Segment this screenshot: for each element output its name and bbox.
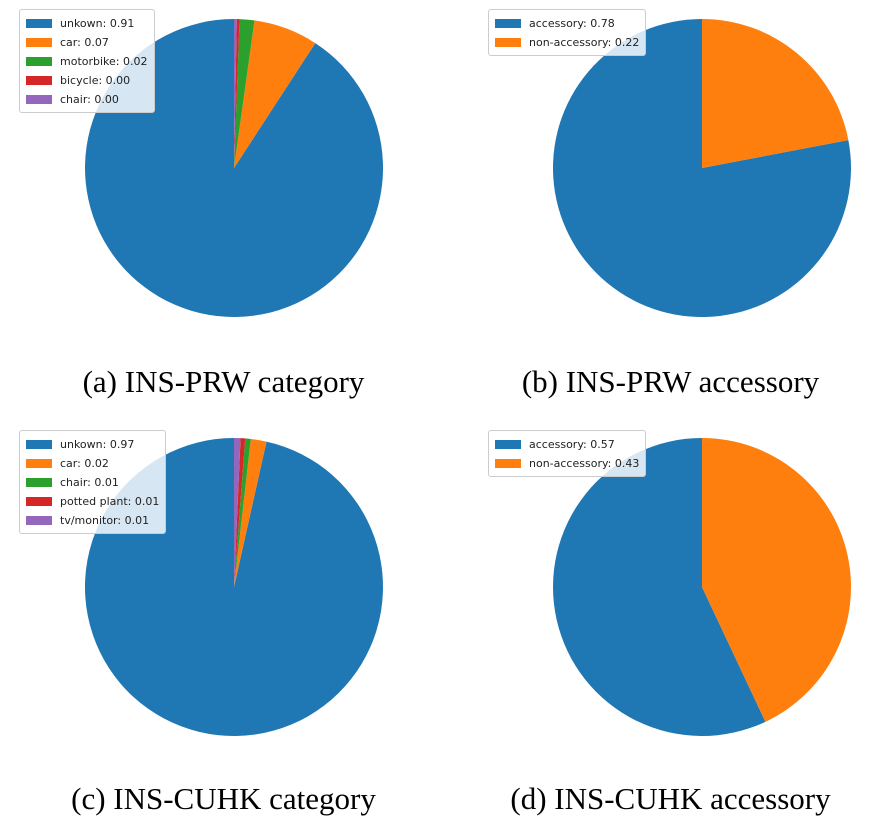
legend-item: car: 0.07 <box>26 33 148 52</box>
pie-panel-0: unkown: 0.91 car: 0.07 motorbike: 0.02 bicy… <box>0 0 447 417</box>
legend-swatch <box>26 497 52 506</box>
legend-item: car: 0.02 <box>26 454 159 473</box>
legend-item: non-accessory: 0.22 <box>495 33 639 52</box>
legend-label: chair: 0.00 <box>60 93 119 106</box>
legend-label: non-accessory: 0.22 <box>529 36 640 49</box>
legend: accessory: 0.57 non-accessory: 0.43 <box>488 430 647 477</box>
legend-swatch <box>26 516 52 525</box>
pie-slice-car <box>234 438 267 587</box>
legend-swatch <box>495 38 521 47</box>
legend-swatch <box>495 440 521 449</box>
legend-swatch <box>26 478 52 487</box>
legend-swatch <box>26 19 52 28</box>
legend-swatch <box>495 459 521 468</box>
pie-slice-chair <box>234 438 251 587</box>
legend-label: unkown: 0.97 <box>60 438 135 451</box>
legend-item: chair: 0.01 <box>26 473 159 492</box>
pie-slice-bicycle <box>234 19 240 169</box>
pie-slice-unkown <box>85 19 384 318</box>
legend-swatch <box>26 38 52 47</box>
legend-label: car: 0.07 <box>60 36 109 49</box>
legend-item: motorbike: 0.02 <box>26 52 148 71</box>
legend-swatch <box>26 440 52 449</box>
pie-chart <box>553 438 852 736</box>
legend-label: accessory: 0.57 <box>529 438 615 451</box>
pie-slice-tv-monitor <box>234 437 241 587</box>
panel-caption: (c) INS-CUHK category <box>71 781 376 816</box>
pie-chart <box>85 19 384 318</box>
pie-panel-2: unkown: 0.97 car: 0.02 chair: 0.01 potted p… <box>0 417 447 834</box>
pie-slice-car <box>234 20 316 169</box>
legend-item: unkown: 0.91 <box>26 14 148 33</box>
pie-slice-chair <box>234 19 237 168</box>
legend: unkown: 0.91 car: 0.07 motorbike: 0.02 bicy… <box>19 9 155 113</box>
legend-label: chair: 0.01 <box>60 476 119 489</box>
legend-label: motorbike: 0.02 <box>60 55 148 68</box>
legend-item: potted plant: 0.01 <box>26 492 159 511</box>
legend-item: bicycle: 0.00 <box>26 71 148 90</box>
pie-slice-potted-plant <box>234 438 246 587</box>
pie-slice-non-accessory <box>702 438 852 722</box>
pie-panel-1: accessory: 0.78 non-accessory: 0.22 (b) IN… <box>447 0 894 417</box>
pie-chart <box>552 19 851 317</box>
legend-label: bicycle: 0.00 <box>60 74 131 87</box>
legend: accessory: 0.78 non-accessory: 0.22 <box>488 9 647 56</box>
pie-slice-accessory <box>553 438 766 736</box>
legend-label: non-accessory: 0.43 <box>529 457 640 470</box>
legend-label: tv/monitor: 0.01 <box>60 514 150 527</box>
legend-item: chair: 0.00 <box>26 90 148 109</box>
legend-swatch <box>495 19 521 28</box>
legend: unkown: 0.97 car: 0.02 chair: 0.01 potted p… <box>19 430 167 534</box>
legend-item: accessory: 0.78 <box>495 14 639 33</box>
legend-swatch <box>26 57 52 66</box>
legend-label: unkown: 0.91 <box>60 17 135 30</box>
panel-caption: (b) INS-PRW accessory <box>521 364 820 399</box>
legend-swatch <box>26 95 52 104</box>
pie-slice-motorbike <box>234 19 255 168</box>
pie-panel-3: accessory: 0.57 non-accessory: 0.43 (d) IN… <box>447 417 894 834</box>
legend-item: accessory: 0.57 <box>495 435 639 454</box>
panel-caption: (d) INS-CUHK accessory <box>510 781 831 816</box>
legend-swatch <box>26 76 52 85</box>
panel-caption: (a) INS-PRW category <box>82 364 365 399</box>
legend-item: unkown: 0.97 <box>26 435 159 454</box>
legend-swatch <box>26 459 52 468</box>
legend-label: car: 0.02 <box>60 457 109 470</box>
legend-label: accessory: 0.78 <box>529 17 615 30</box>
legend-item: non-accessory: 0.43 <box>495 454 639 473</box>
legend-item: tv/monitor: 0.01 <box>26 511 159 530</box>
pie-slice-non-accessory <box>702 19 849 168</box>
legend-label: potted plant: 0.01 <box>60 495 160 508</box>
pie-slice-accessory <box>552 19 851 317</box>
